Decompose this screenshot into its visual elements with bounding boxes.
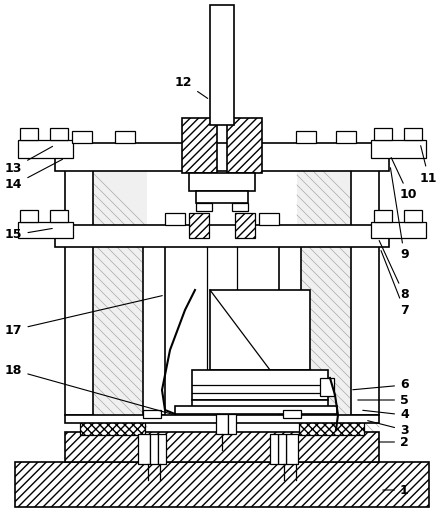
Text: 8: 8 bbox=[379, 241, 408, 302]
Bar bbox=[235, 213, 255, 238]
Text: 5: 5 bbox=[358, 394, 409, 407]
Bar bbox=[20, 210, 38, 222]
Bar bbox=[374, 210, 392, 222]
Bar bbox=[196, 191, 248, 203]
Bar bbox=[50, 210, 68, 222]
Bar bbox=[216, 414, 228, 434]
Text: 2: 2 bbox=[379, 435, 409, 449]
Bar bbox=[182, 118, 217, 173]
Bar bbox=[228, 414, 236, 434]
Bar bbox=[150, 434, 158, 464]
Text: 13: 13 bbox=[5, 146, 52, 174]
Text: 11: 11 bbox=[420, 145, 437, 185]
Bar bbox=[192, 370, 328, 400]
Bar bbox=[65, 145, 147, 415]
Bar bbox=[404, 210, 422, 222]
Bar bbox=[175, 406, 337, 414]
Text: 15: 15 bbox=[5, 228, 52, 242]
Bar bbox=[50, 128, 68, 140]
Bar bbox=[259, 213, 279, 225]
Text: 12: 12 bbox=[175, 76, 208, 98]
Bar bbox=[297, 145, 379, 415]
Bar bbox=[404, 128, 422, 140]
Bar bbox=[158, 434, 166, 464]
Bar bbox=[210, 290, 310, 370]
Bar bbox=[278, 434, 286, 464]
Bar bbox=[80, 420, 145, 435]
Bar bbox=[270, 434, 278, 464]
Bar bbox=[336, 131, 356, 143]
Text: 1: 1 bbox=[383, 484, 409, 497]
Bar bbox=[15, 462, 429, 507]
Bar bbox=[283, 410, 301, 418]
Bar bbox=[351, 145, 379, 415]
Bar bbox=[232, 203, 248, 211]
Bar bbox=[115, 131, 135, 143]
Bar bbox=[189, 213, 209, 238]
Bar bbox=[65, 432, 379, 462]
Bar bbox=[320, 378, 334, 396]
Bar bbox=[65, 145, 93, 415]
Bar bbox=[138, 434, 150, 464]
Text: 3: 3 bbox=[368, 420, 408, 436]
Bar bbox=[296, 131, 316, 143]
Text: 9: 9 bbox=[390, 168, 408, 262]
Bar bbox=[65, 415, 379, 423]
Text: 6: 6 bbox=[353, 378, 408, 392]
Bar bbox=[55, 225, 389, 247]
Bar bbox=[20, 128, 38, 140]
Text: 10: 10 bbox=[391, 157, 417, 201]
Bar bbox=[189, 173, 255, 191]
Text: 14: 14 bbox=[5, 159, 63, 192]
Bar bbox=[371, 140, 426, 158]
Bar bbox=[72, 131, 92, 143]
Text: 7: 7 bbox=[381, 251, 409, 317]
Text: 18: 18 bbox=[5, 363, 172, 414]
Bar bbox=[196, 203, 212, 211]
Bar bbox=[374, 128, 392, 140]
Bar bbox=[143, 230, 165, 415]
Bar bbox=[299, 420, 364, 435]
Bar bbox=[143, 410, 161, 418]
Bar bbox=[192, 400, 328, 412]
Bar bbox=[371, 222, 426, 238]
Text: 17: 17 bbox=[5, 296, 163, 337]
Bar bbox=[18, 140, 73, 158]
Text: 4: 4 bbox=[363, 409, 409, 421]
Bar bbox=[18, 222, 73, 238]
Bar bbox=[286, 434, 298, 464]
Bar bbox=[55, 143, 389, 171]
Bar bbox=[210, 5, 234, 125]
Bar bbox=[227, 118, 262, 173]
Bar bbox=[279, 230, 301, 415]
Bar bbox=[165, 213, 185, 225]
